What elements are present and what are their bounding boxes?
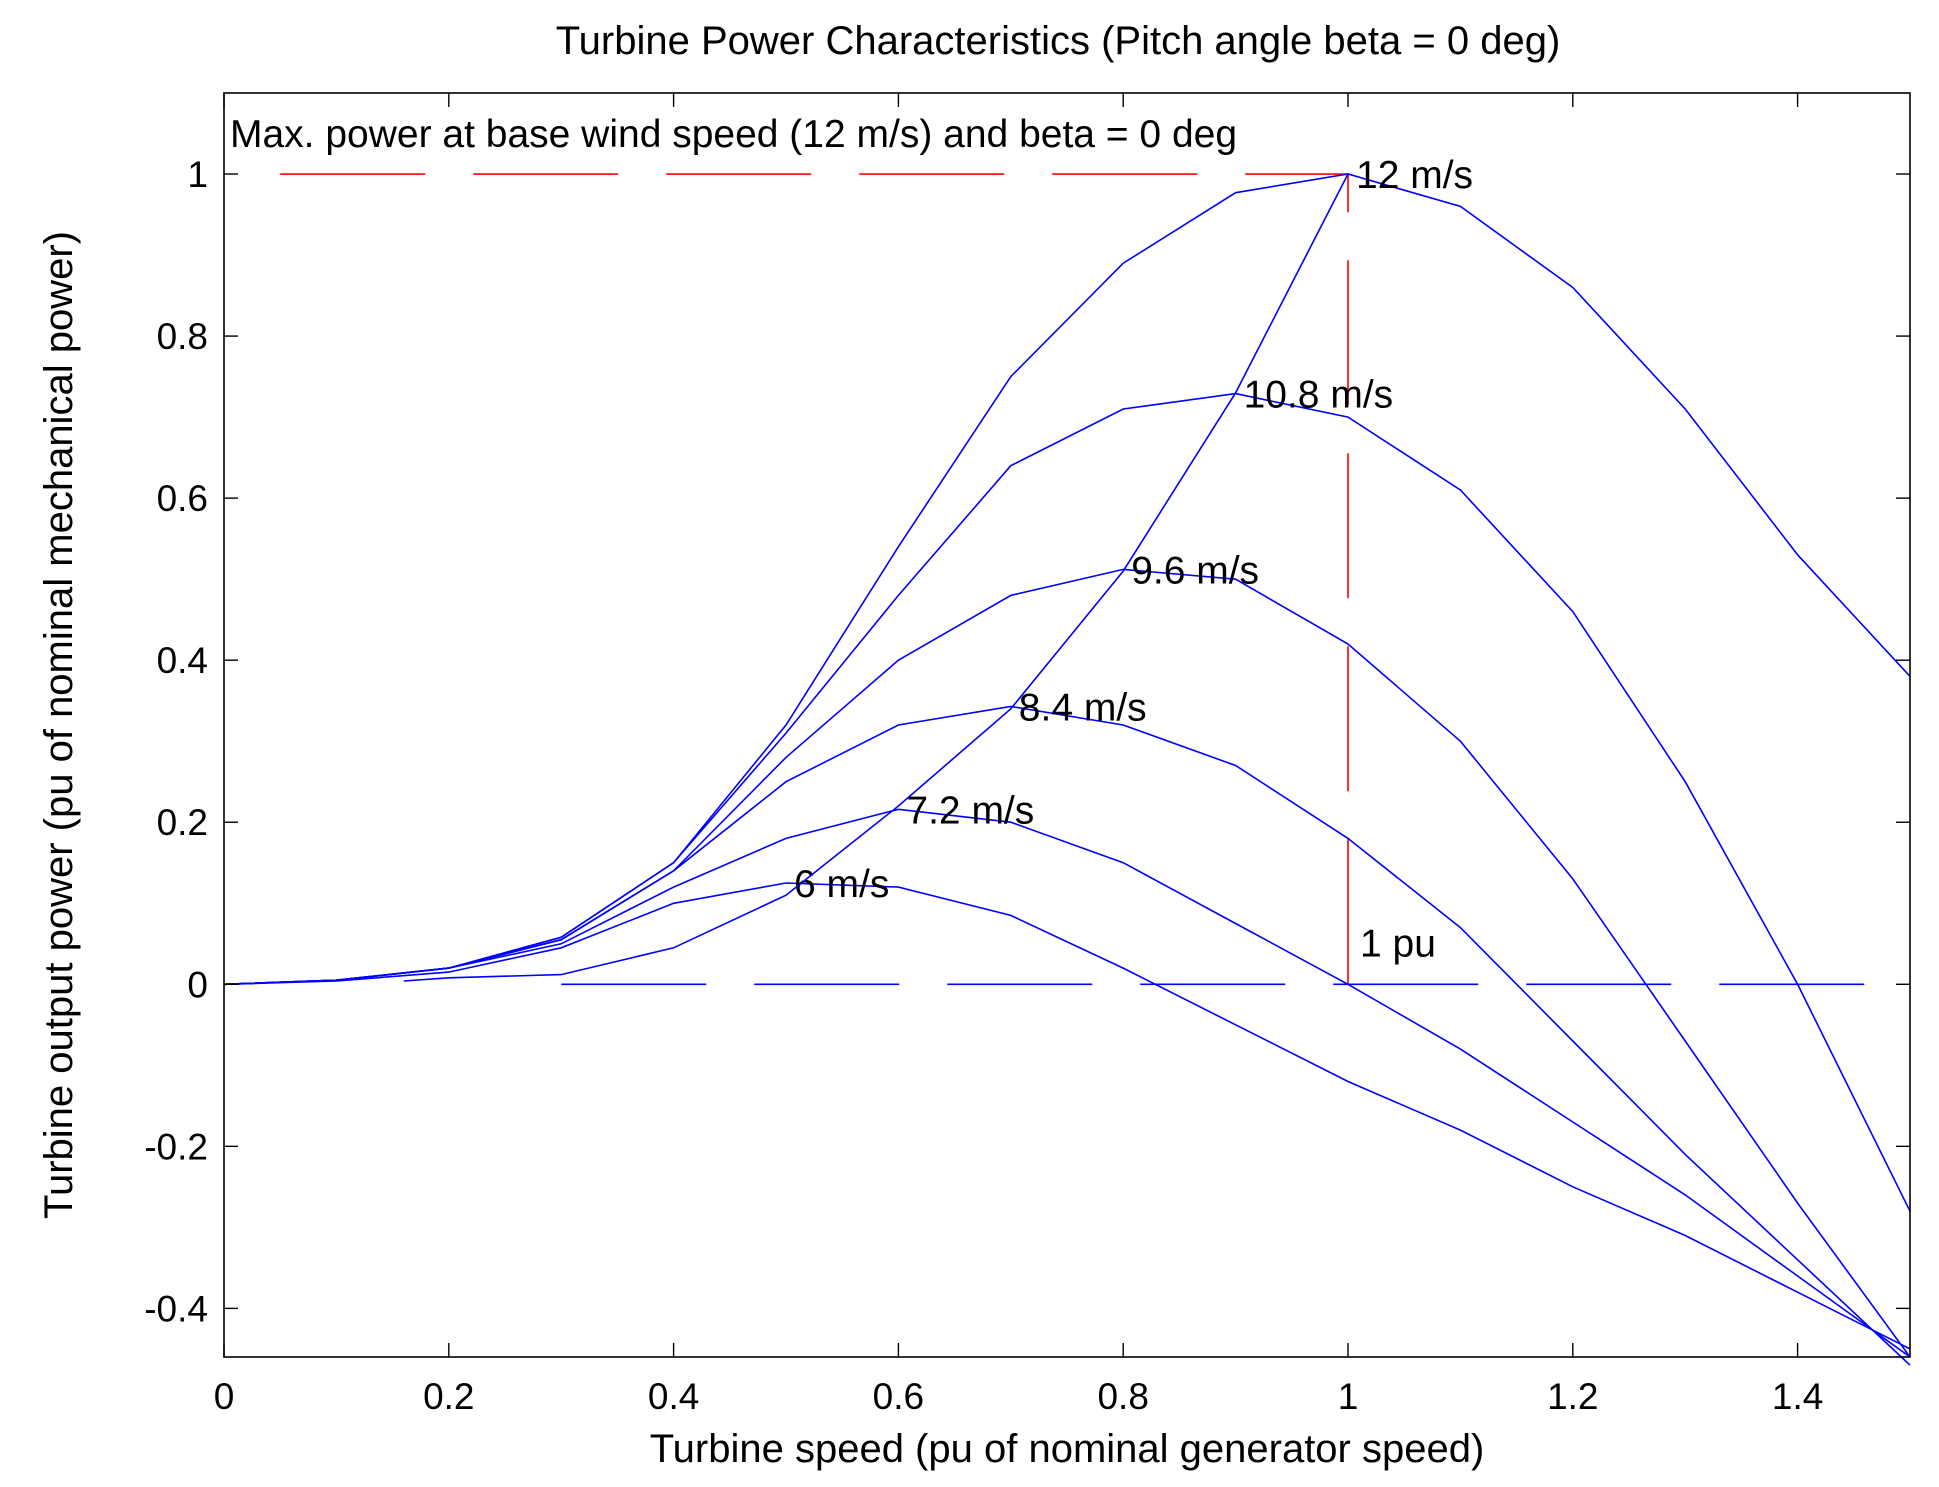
axes-box xyxy=(223,92,1911,1358)
series-line-max-power-locus xyxy=(403,173,1349,982)
y-tick-label: -0.4 xyxy=(144,1288,208,1329)
y-tick-label: 0.6 xyxy=(157,478,208,519)
axis-ticks: 0 0.2 0.4 0.6 0.8 1 1.2 1.4 -0.4 -0.2 0 0.2 0.4 0.6 0.… xyxy=(144,93,1910,1417)
chart-title: Turbine Power Characteristics (Pitch ang… xyxy=(556,19,1561,63)
plot-area: 12 m/s 10.8 m/s 9.6 m/s 8.4 m/s 7.2 m/s 6 m/s… xyxy=(223,154,1911,1366)
curve-label-8-4-m-s: 8.4 m/s xyxy=(1019,686,1147,729)
curve-label-12-m-s: 12 m/s xyxy=(1356,154,1473,197)
y-tick-label: 0.4 xyxy=(157,640,208,681)
x-tick-label: 1.2 xyxy=(1547,1376,1598,1417)
x-tick-label: 0.4 xyxy=(648,1376,699,1417)
x-axis-label: Turbine speed (pu of nominal generator s… xyxy=(650,1427,1485,1471)
max-power-annotation: Max. power at base wind speed (12 m/s) a… xyxy=(230,113,1237,156)
y-tick-label: -0.2 xyxy=(144,1126,208,1167)
y-axis-label: Turbine output power (pu of nominal mech… xyxy=(37,231,81,1219)
series-line-10-8-m-s xyxy=(223,392,1911,1212)
x-tick-label: 0.2 xyxy=(423,1376,474,1417)
x-tick-label: 1 xyxy=(1338,1376,1359,1417)
curve-label-9-6-m-s: 9.6 m/s xyxy=(1131,549,1259,592)
rated-speed-label: 1 pu xyxy=(1360,922,1436,965)
series-line-7-2-m-s xyxy=(223,808,1911,1358)
curve-label-10-8-m-s: 10.8 m/s xyxy=(1244,374,1394,417)
x-tick-label: 0 xyxy=(214,1376,235,1417)
y-tick-label: 0.2 xyxy=(157,802,208,843)
x-tick-label: 1.4 xyxy=(1772,1376,1823,1417)
x-tick-label: 0.8 xyxy=(1097,1376,1148,1417)
curve-label-7-2-m-s: 7.2 m/s xyxy=(906,789,1034,832)
series-line-8-4-m-s xyxy=(223,705,1911,1366)
series-line-6-m-s xyxy=(223,882,1911,1350)
y-tick-label: 1 xyxy=(187,154,208,195)
x-tick-label: 0.6 xyxy=(873,1376,924,1417)
curve-label-6-m-s: 6 m/s xyxy=(794,863,889,906)
y-tick-label: 0.8 xyxy=(157,316,208,357)
y-tick-label: 0 xyxy=(187,964,208,1005)
